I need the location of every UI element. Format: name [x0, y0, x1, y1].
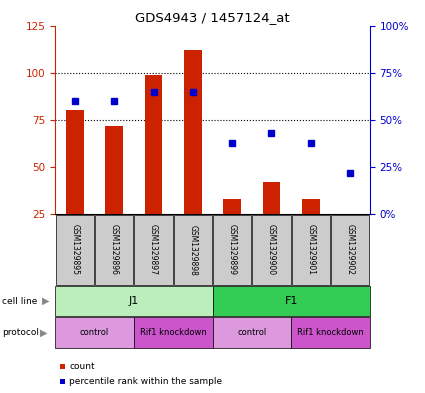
Bar: [55, 317, 134, 348]
Bar: [144, 75, 162, 214]
Text: J1: J1: [129, 296, 139, 306]
Text: control: control: [237, 328, 266, 337]
Bar: [184, 50, 202, 214]
Text: Rif1 knockdown: Rif1 knockdown: [140, 328, 207, 337]
Text: GSM1329902: GSM1329902: [346, 224, 354, 275]
Bar: [173, 215, 212, 285]
Bar: [56, 215, 94, 285]
Text: ▶: ▶: [40, 327, 47, 338]
Text: GSM1329900: GSM1329900: [267, 224, 276, 275]
Title: GDS4943 / 1457124_at: GDS4943 / 1457124_at: [135, 11, 290, 24]
Bar: [223, 199, 241, 214]
Bar: [213, 215, 252, 285]
Text: ▶: ▶: [42, 296, 49, 306]
Bar: [331, 215, 369, 285]
Text: protocol: protocol: [2, 328, 39, 337]
Text: GSM1329898: GSM1329898: [188, 224, 197, 275]
Text: F1: F1: [284, 296, 298, 306]
Bar: [291, 317, 370, 348]
Text: count: count: [69, 362, 95, 371]
Bar: [134, 215, 173, 285]
Bar: [263, 182, 280, 214]
Text: GSM1329899: GSM1329899: [228, 224, 237, 275]
Text: cell line: cell line: [2, 297, 37, 305]
Bar: [66, 110, 84, 214]
Bar: [212, 286, 370, 316]
Text: GSM1329897: GSM1329897: [149, 224, 158, 275]
Bar: [212, 317, 291, 348]
Bar: [302, 199, 320, 214]
Bar: [252, 215, 291, 285]
Bar: [55, 286, 212, 316]
Bar: [95, 215, 133, 285]
Text: percentile rank within the sample: percentile rank within the sample: [69, 377, 222, 386]
Bar: [105, 125, 123, 214]
Bar: [134, 317, 212, 348]
Bar: [292, 215, 330, 285]
Text: GSM1329895: GSM1329895: [71, 224, 79, 275]
Text: control: control: [80, 328, 109, 337]
Text: Rif1 knockdown: Rif1 knockdown: [297, 328, 364, 337]
Text: GSM1329896: GSM1329896: [110, 224, 119, 275]
Text: GSM1329901: GSM1329901: [306, 224, 315, 275]
